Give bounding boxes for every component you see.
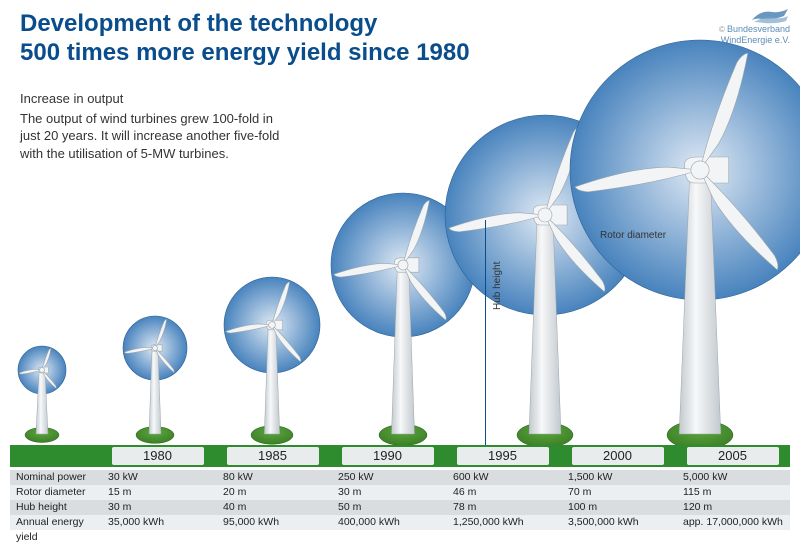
title-block: Development of the technology 500 times … xyxy=(20,10,470,68)
row-value: 250 kW xyxy=(330,470,445,485)
row-value: 80 kW xyxy=(215,470,330,485)
table-row: Hub height30 m40 m50 m78 m100 m120 m xyxy=(10,500,790,515)
title-line1: Development of the technology xyxy=(20,10,470,39)
row-value: 35,000 kWh xyxy=(100,515,215,530)
year-cell: 1995 xyxy=(445,445,560,467)
table-row: Nominal power30 kW80 kW250 kW600 kW1,500… xyxy=(10,470,790,485)
row-value: 400,000 kWh xyxy=(330,515,445,530)
row-value: 115 m xyxy=(675,485,790,500)
row-label: Annual energy yield xyxy=(10,515,100,530)
year-cell: 2000 xyxy=(560,445,675,467)
row-value: 50 m xyxy=(330,500,445,515)
hub-height-dimline xyxy=(485,220,486,445)
table-row: Rotor diameter15 m20 m30 m46 m70 m115 m xyxy=(10,485,790,500)
turbine-155 xyxy=(119,304,191,445)
year-label: 1985 xyxy=(227,447,319,465)
table-row: Annual energy yield35,000 kWh95,000 kWh4… xyxy=(10,515,790,530)
rotor-diameter-label: Rotor diameter xyxy=(600,230,666,241)
row-value: 30 m xyxy=(330,485,445,500)
year-cell: 2005 xyxy=(675,445,790,467)
row-label: Rotor diameter xyxy=(10,485,100,500)
row-value: 20 m xyxy=(215,485,330,500)
turbine-42 xyxy=(14,334,70,445)
chart-area xyxy=(0,75,800,445)
title-line2: 500 times more energy yield since 1980 xyxy=(20,39,470,68)
hub-height-label: Hub height xyxy=(492,262,503,310)
row-value: 78 m xyxy=(445,500,560,515)
year-label: 1990 xyxy=(342,447,434,465)
row-value: 3,500,000 kWh xyxy=(560,515,675,530)
year-label: 1995 xyxy=(457,447,549,465)
year-bar-spacer xyxy=(10,445,100,467)
row-label: Hub height xyxy=(10,500,100,515)
row-value: 30 m xyxy=(100,500,215,515)
row-label: Nominal power xyxy=(10,470,100,485)
row-value: 15 m xyxy=(100,485,215,500)
data-table: Nominal power30 kW80 kW250 kW600 kW1,500… xyxy=(10,470,790,530)
year-cell: 1985 xyxy=(215,445,330,467)
row-value: 46 m xyxy=(445,485,560,500)
year-cell: 1990 xyxy=(330,445,445,467)
row-value: app. 17,000,000 kWh xyxy=(675,515,790,530)
row-value: 70 m xyxy=(560,485,675,500)
row-value: 1,250,000 kWh xyxy=(445,515,560,530)
row-value: 1,500 kW xyxy=(560,470,675,485)
year-label: 2000 xyxy=(572,447,664,465)
row-value: 5,000 kW xyxy=(675,470,790,485)
turbine-272 xyxy=(220,265,324,445)
year-label: 2005 xyxy=(687,447,779,465)
row-value: 30 kW xyxy=(100,470,215,485)
row-value: 120 m xyxy=(675,500,790,515)
row-value: 600 kW xyxy=(445,470,560,485)
year-cell: 1980 xyxy=(100,445,215,467)
year-label: 1980 xyxy=(112,447,204,465)
row-value: 40 m xyxy=(215,500,330,515)
row-value: 95,000 kWh xyxy=(215,515,330,530)
year-bar: 1980 1985 1990 1995 2000 2005 xyxy=(10,445,790,467)
row-value: 100 m xyxy=(560,500,675,515)
